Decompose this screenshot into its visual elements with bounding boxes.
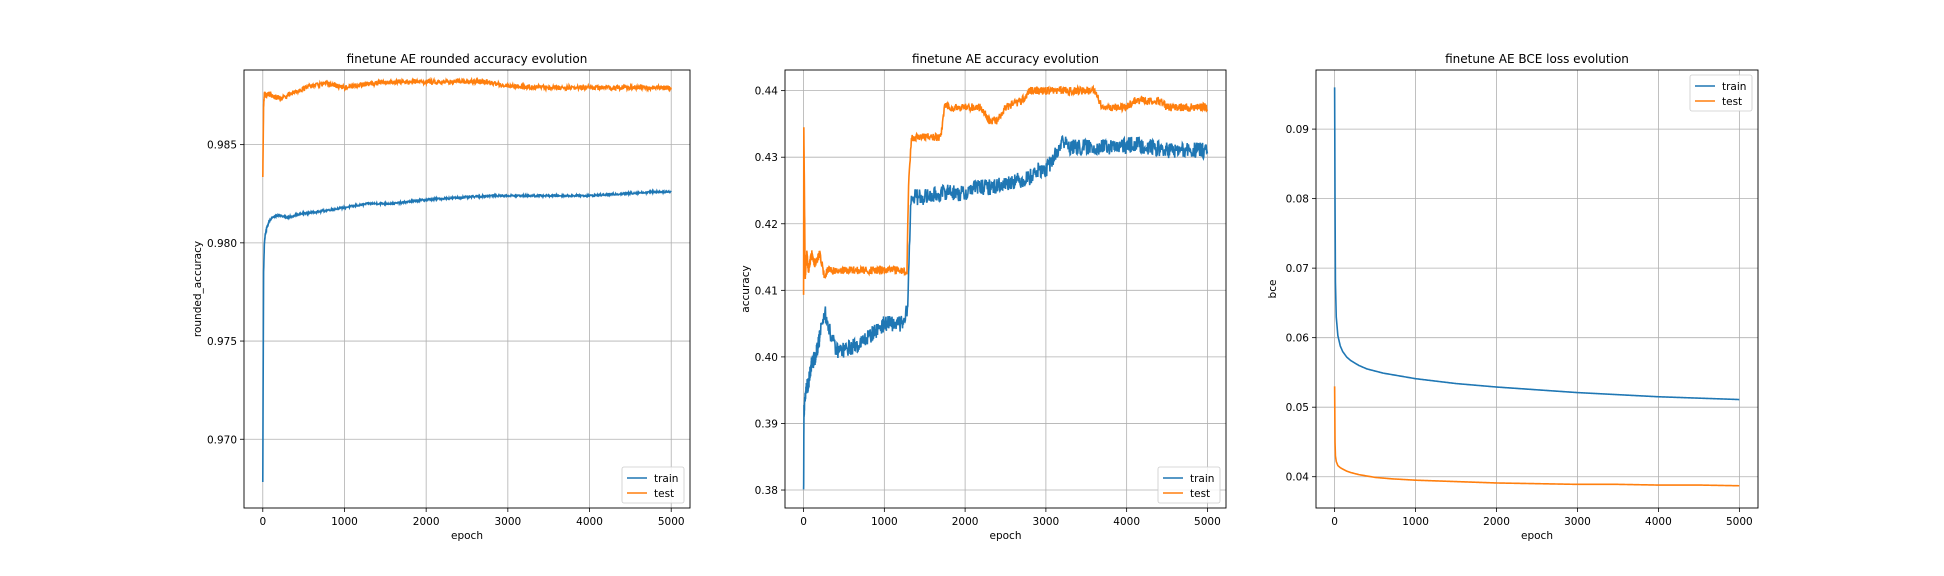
y-tick-label: 0.970 <box>207 434 237 446</box>
y-tick-label: 0.44 <box>755 86 779 98</box>
legend-label-test: test <box>654 488 674 500</box>
y-tick-label: 0.09 <box>1286 124 1309 136</box>
x-tick-label: 3000 <box>1033 516 1060 528</box>
chart-title: finetune AE rounded accuracy evolution <box>347 52 588 66</box>
x-tick-label: 2000 <box>952 516 979 528</box>
plot-frame <box>243 69 691 509</box>
y-tick-label: 0.08 <box>1286 194 1309 206</box>
chart-panel-1: 0 1000 2000 3000 4000 5000 0.970 0.975 0.980 0.98… <box>192 52 691 542</box>
x-tick-label: 1000 <box>871 516 898 528</box>
y-tick-label: 0.40 <box>755 352 778 364</box>
y-tick-label: 0.41 <box>755 285 778 297</box>
legend-label-test: test <box>1190 488 1210 500</box>
series-line-train <box>802 134 1209 490</box>
x-tick-label: 4000 <box>1113 516 1140 528</box>
x-tick-label: 3000 <box>1564 516 1591 528</box>
x-tick-label: 0 <box>1331 516 1338 528</box>
legend-label-train: train <box>1190 473 1214 485</box>
plot-frame <box>1315 69 1759 509</box>
legend-box <box>1157 466 1221 504</box>
x-axis-label: epoch <box>1521 530 1553 542</box>
legend-label-train: train <box>654 473 678 485</box>
y-tick-label: 0.42 <box>755 219 778 231</box>
legend-box <box>1689 74 1753 112</box>
chart-panel-3: 0 1000 2000 3000 4000 5000 0.04 0.05 0.06 0.07 0.0… <box>1267 52 1759 542</box>
x-tick-label: 0 <box>800 516 807 528</box>
legend: train test <box>621 466 685 504</box>
y-tick-label: 0.06 <box>1286 333 1310 345</box>
x-tick-label: 3000 <box>494 516 521 528</box>
x-tick-label: 4000 <box>1645 516 1672 528</box>
x-tick-label: 4000 <box>576 516 603 528</box>
x-tick-label: 2000 <box>1483 516 1510 528</box>
chart-panel-2: 0 1000 2000 3000 4000 5000 0.38 0.39 0.40 0.41 0.4… <box>740 52 1227 542</box>
y-tick-label: 0.04 <box>1286 472 1310 484</box>
x-tick-label: 1000 <box>1402 516 1429 528</box>
y-tick-label: 0.43 <box>755 152 778 164</box>
x-tick-label: 5000 <box>1194 516 1221 528</box>
y-tick-label: 0.05 <box>1286 402 1309 414</box>
y-axis-label: accuracy <box>740 265 752 312</box>
x-tick-label: 1000 <box>331 516 358 528</box>
y-tick-label: 0.39 <box>755 418 778 430</box>
x-axis-label: epoch <box>451 530 483 542</box>
series-line-test <box>802 83 1209 295</box>
y-axis-label: rounded_accuracy <box>192 241 204 337</box>
legend: train test <box>1689 74 1753 112</box>
x-axis-label: epoch <box>990 530 1022 542</box>
y-tick-label: 0.985 <box>207 140 237 152</box>
legend-box <box>621 466 685 504</box>
series-line-train <box>1333 87 1740 401</box>
x-tick-label: 5000 <box>658 516 685 528</box>
series-line-train <box>261 187 672 483</box>
y-tick-label: 0.38 <box>755 485 778 497</box>
series-line-test <box>261 76 672 177</box>
plot-frame <box>784 69 1227 509</box>
legend-label-test: test <box>1722 96 1742 108</box>
legend-label-train: train <box>1722 81 1746 93</box>
x-tick-label: 5000 <box>1726 516 1753 528</box>
series-line-test <box>1333 386 1740 487</box>
x-tick-label: 2000 <box>413 516 440 528</box>
y-tick-label: 0.07 <box>1286 263 1309 275</box>
y-tick-label: 0.975 <box>207 336 237 348</box>
y-tick-label: 0.980 <box>207 238 237 250</box>
x-tick-label: 0 <box>259 516 266 528</box>
chart-title: finetune AE BCE loss evolution <box>1445 52 1629 66</box>
legend: train test <box>1157 466 1221 504</box>
y-axis-label: bce <box>1267 280 1279 299</box>
chart-title: finetune AE accuracy evolution <box>912 52 1099 66</box>
